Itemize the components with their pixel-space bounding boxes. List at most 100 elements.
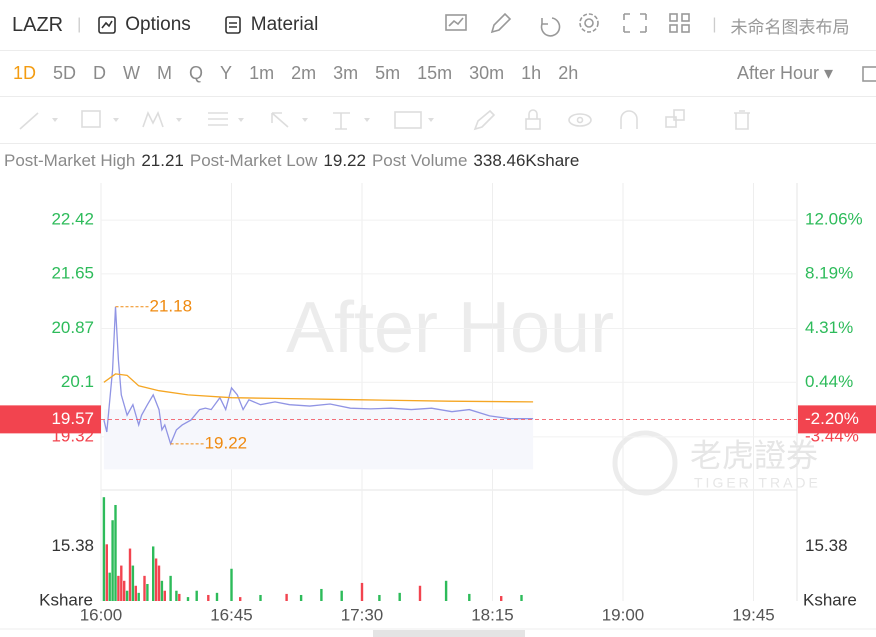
timeframe[interactable]: 15m bbox=[417, 63, 453, 83]
volume-bar bbox=[169, 575, 172, 601]
volume-unit: Kshare bbox=[803, 590, 857, 609]
timeframe[interactable]: W bbox=[123, 63, 141, 83]
y2-tick-label: 0.44% bbox=[805, 372, 853, 391]
x-tick-label: 16:45 bbox=[210, 605, 253, 624]
separator: | bbox=[77, 16, 82, 33]
stat-label: Post-Market High bbox=[4, 151, 136, 170]
stat-value: 338.46Kshare bbox=[473, 151, 580, 170]
volume-bar bbox=[259, 594, 262, 601]
volume-bar bbox=[114, 504, 117, 601]
volume-bar bbox=[520, 594, 523, 601]
volume-unit: Kshare bbox=[39, 590, 93, 609]
logo: 老虎證券 bbox=[690, 437, 818, 473]
volume-bar bbox=[117, 575, 120, 601]
y-tick-label: 22.42 bbox=[51, 210, 94, 229]
timeframe[interactable]: M bbox=[157, 63, 173, 83]
y-tick-label: 20.87 bbox=[51, 318, 94, 337]
top-bar: LAZR | Options Material | 未命名图表布局 bbox=[0, 0, 876, 51]
timeframe[interactable]: 30m bbox=[469, 63, 505, 83]
volume-bar bbox=[195, 590, 198, 601]
x-tick-label: 19:00 bbox=[602, 605, 645, 624]
y2-tick-label: 8.19% bbox=[805, 264, 853, 283]
volume-bar bbox=[230, 568, 233, 601]
last-change-tag bbox=[798, 405, 876, 434]
volume-bar bbox=[163, 590, 166, 601]
y2-tick-label: 12.06% bbox=[805, 209, 863, 228]
logo-mark bbox=[612, 430, 678, 496]
material-label: Material bbox=[250, 14, 319, 35]
material-button[interactable]: Material bbox=[223, 14, 319, 36]
volume-bar bbox=[340, 590, 343, 601]
timeframe[interactable]: 5D bbox=[53, 63, 77, 83]
timeframe[interactable]: 5m bbox=[375, 63, 401, 83]
x-tick-label: 18:15 bbox=[471, 605, 514, 624]
last-price-tag bbox=[0, 405, 101, 434]
timeframe[interactable]: 1D bbox=[13, 63, 37, 83]
volume-bar bbox=[398, 592, 401, 601]
volume-bar bbox=[468, 593, 471, 601]
tool-icons bbox=[445, 12, 691, 37]
volume-bar bbox=[178, 593, 181, 601]
volume-bar bbox=[111, 520, 114, 601]
volume-bar bbox=[152, 546, 155, 601]
volume-bar bbox=[500, 596, 503, 601]
timeframes: 1D 5D D W M Q Y 1m 2m 3m 5m 15m 30m 1h 2h bbox=[13, 63, 595, 84]
options-button[interactable]: Options bbox=[97, 14, 191, 36]
timeframe-bar: 1D 5D D W M Q Y 1m 2m 3m 5m 15m 30m 1h 2h After Hour ▾ bbox=[0, 51, 876, 97]
timeframe[interactable]: Y bbox=[220, 63, 233, 83]
watermark: After Hour bbox=[286, 288, 614, 368]
stat-value: 19.22 bbox=[323, 151, 366, 170]
timeframe[interactable]: 1m bbox=[249, 63, 275, 83]
volume-bar bbox=[108, 572, 111, 601]
volume-bar bbox=[154, 558, 158, 601]
icon bbox=[862, 65, 876, 82]
timeframe[interactable]: 1h bbox=[521, 63, 542, 83]
volume-bar bbox=[120, 565, 123, 601]
symbol[interactable]: LAZR bbox=[12, 13, 64, 36]
volume-bar bbox=[146, 583, 149, 601]
timeframe[interactable]: 2h bbox=[558, 63, 579, 83]
annotation-label: 19.22 bbox=[205, 433, 248, 452]
volume-bar bbox=[299, 594, 303, 601]
price-line bbox=[103, 306, 534, 446]
x-tick-label: 17:30 bbox=[341, 605, 384, 624]
timeframe[interactable]: 3m bbox=[333, 63, 359, 83]
volume-bar bbox=[444, 580, 448, 601]
volume-bar bbox=[360, 582, 364, 601]
post-market-stats: Post-Market High 21.21 Post-Market Low 19.2… bbox=[4, 151, 585, 171]
layout-name[interactable]: 未命名图表布局 bbox=[730, 17, 850, 37]
session-label: After Hour bbox=[737, 63, 820, 83]
last-price-label: 19.57 bbox=[51, 409, 94, 428]
scrollbar bbox=[373, 630, 525, 637]
icon bbox=[224, 16, 241, 34]
timeframe[interactable]: D bbox=[93, 63, 107, 83]
separator: | bbox=[712, 16, 717, 33]
volume-bar bbox=[105, 544, 108, 601]
volume-bar bbox=[125, 590, 129, 601]
volume-bar bbox=[285, 593, 288, 601]
x-tick-label: 16:00 bbox=[80, 605, 123, 624]
volume-bar bbox=[131, 565, 135, 601]
annotation-label: 21.18 bbox=[150, 296, 193, 315]
icon bbox=[98, 16, 117, 34]
y2-tick-label: 4.31% bbox=[805, 318, 853, 337]
y-tick-label: 20.1 bbox=[61, 372, 94, 391]
session-select[interactable]: After Hour ▾ bbox=[737, 63, 834, 83]
x-tick-label: 19:45 bbox=[732, 605, 775, 624]
price-line bbox=[103, 373, 534, 403]
options-label: Options bbox=[125, 14, 191, 35]
volume-bar bbox=[123, 580, 126, 601]
timeframe[interactable]: Q bbox=[189, 63, 204, 83]
volume-bar bbox=[157, 565, 161, 601]
timeframe[interactable]: 2m bbox=[291, 63, 317, 83]
volume-bar bbox=[239, 597, 242, 601]
stat-label: Post Volume bbox=[371, 151, 468, 170]
volume-bar bbox=[160, 580, 164, 601]
y-tick-label: 19.32 bbox=[51, 426, 94, 445]
logo-sub: TIGER TRADE bbox=[694, 475, 821, 491]
volume-tick-label: 15.38 bbox=[51, 536, 94, 555]
volume-bar bbox=[143, 575, 146, 601]
volume-bar bbox=[128, 548, 132, 601]
volume-bar bbox=[175, 590, 178, 601]
